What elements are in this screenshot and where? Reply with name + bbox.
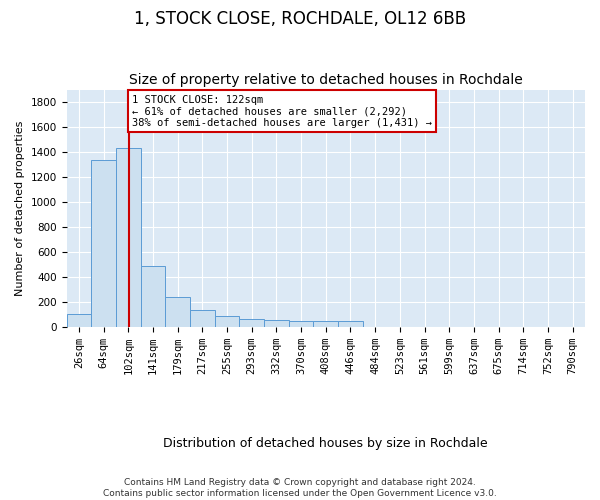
Bar <box>140 266 165 328</box>
Bar <box>190 310 215 328</box>
Text: 1, STOCK CLOSE, ROCHDALE, OL12 6BB: 1, STOCK CLOSE, ROCHDALE, OL12 6BB <box>134 10 466 28</box>
X-axis label: Distribution of detached houses by size in Rochdale: Distribution of detached houses by size … <box>163 437 488 450</box>
Y-axis label: Number of detached properties: Number of detached properties <box>15 120 25 296</box>
Bar <box>289 321 313 328</box>
Title: Size of property relative to detached houses in Rochdale: Size of property relative to detached ho… <box>129 73 523 87</box>
Bar <box>91 160 116 328</box>
Bar <box>264 320 289 328</box>
Bar <box>338 321 363 328</box>
Text: 1 STOCK CLOSE: 122sqm
← 61% of detached houses are smaller (2,292)
38% of semi-d: 1 STOCK CLOSE: 122sqm ← 61% of detached … <box>132 94 432 128</box>
Bar <box>67 314 91 328</box>
Bar <box>215 316 239 328</box>
Bar <box>116 148 140 328</box>
Text: Contains HM Land Registry data © Crown copyright and database right 2024.
Contai: Contains HM Land Registry data © Crown c… <box>103 478 497 498</box>
Bar <box>239 318 264 328</box>
Bar <box>165 297 190 328</box>
Bar <box>313 321 338 328</box>
